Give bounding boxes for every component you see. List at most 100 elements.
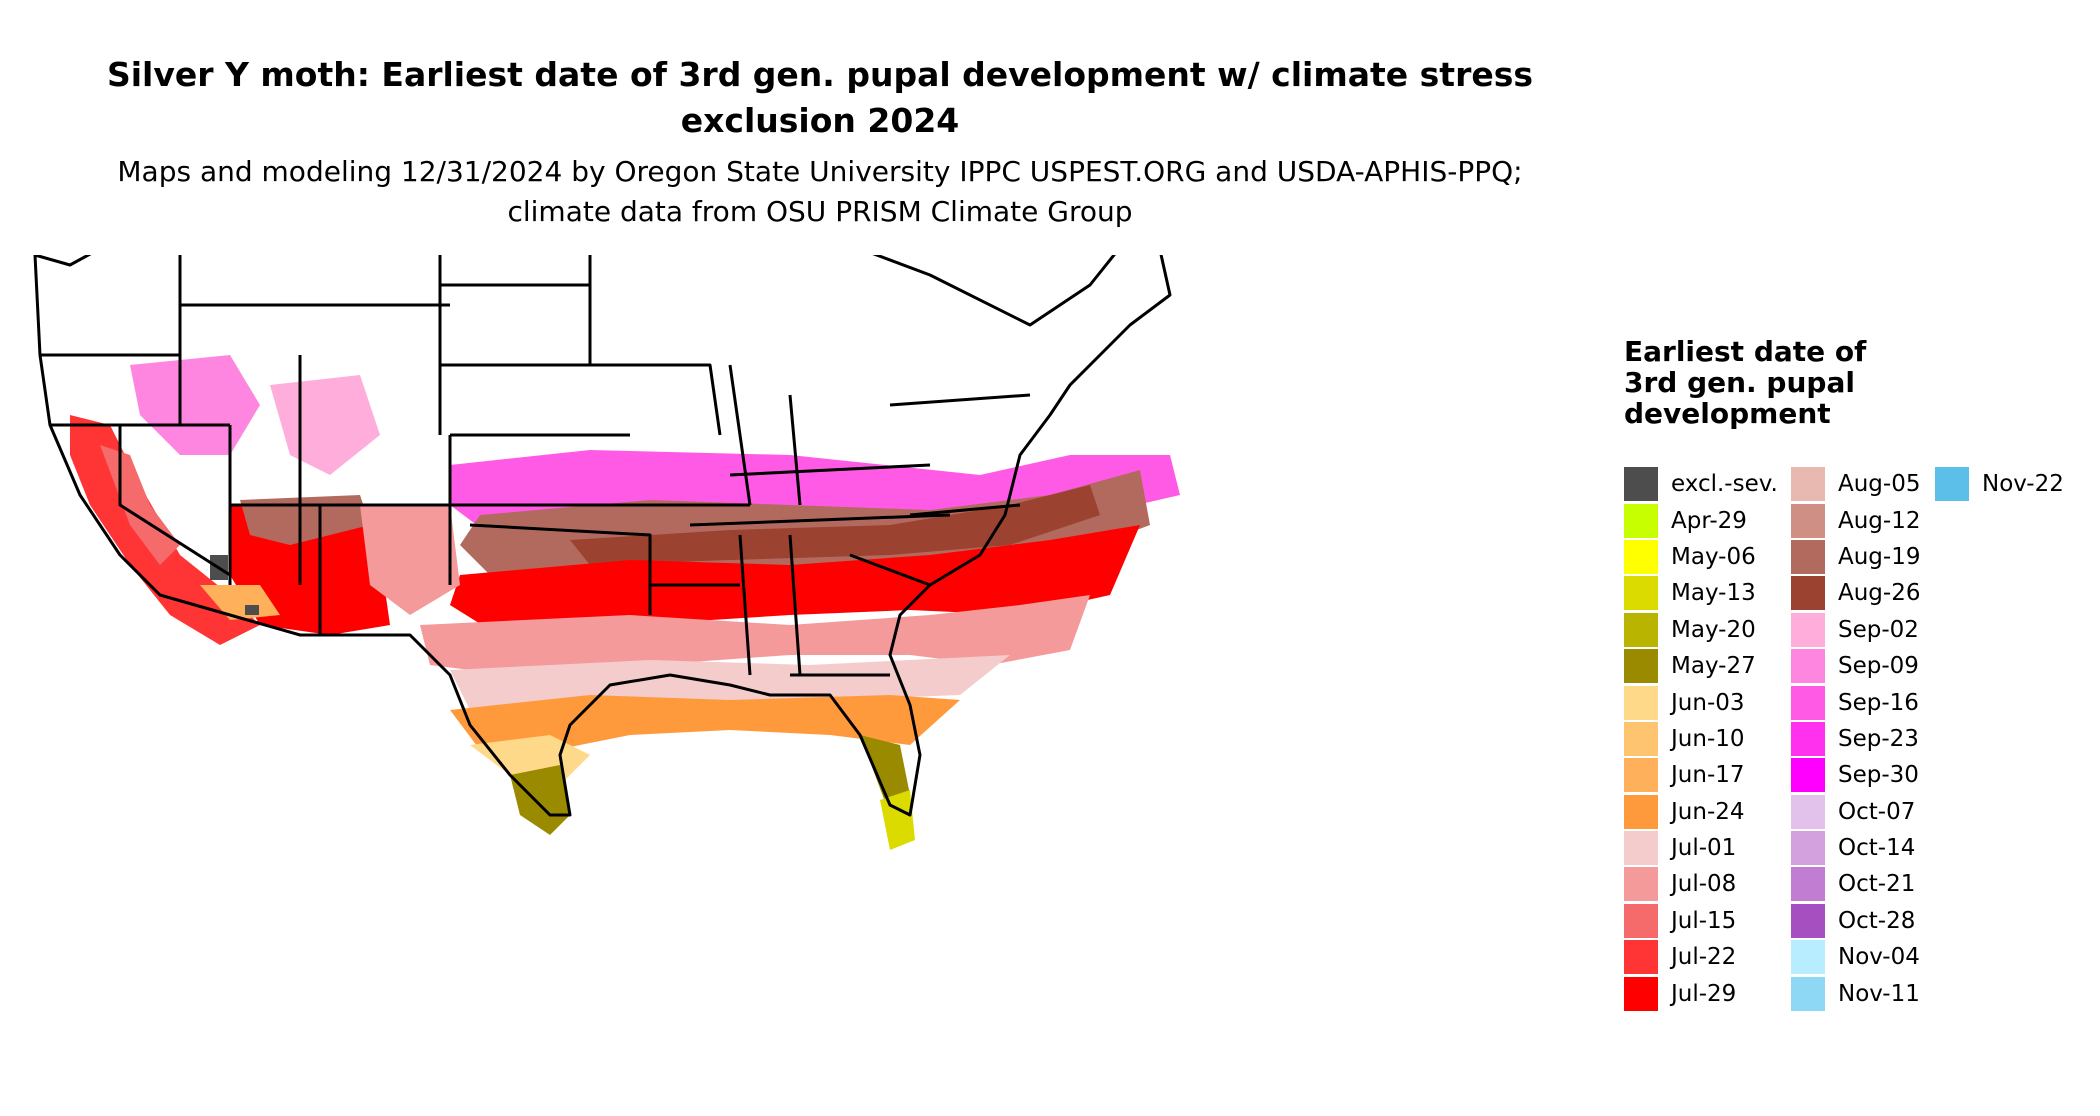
legend-label: Jul-29 bbox=[1671, 980, 1737, 1007]
legend-label: Nov-11 bbox=[1838, 980, 1920, 1007]
legend-item: Aug-12 bbox=[1791, 502, 1920, 538]
border-al-ga bbox=[788, 534, 802, 676]
legend-swatch bbox=[1624, 576, 1658, 611]
legend-label: Aug-26 bbox=[1838, 580, 1921, 607]
legend-swatch bbox=[1791, 576, 1825, 611]
legend-label: excl.-sev. bbox=[1671, 471, 1778, 498]
legend-swatch bbox=[1791, 794, 1825, 829]
legend-item: May-27 bbox=[1624, 648, 1778, 684]
legend-item: May-20 bbox=[1624, 612, 1778, 648]
border-oh-in bbox=[788, 394, 802, 506]
legend-label: Apr-29 bbox=[1671, 507, 1747, 534]
legend-label: Nov-04 bbox=[1838, 944, 1920, 971]
legend-label: Jul-22 bbox=[1671, 944, 1737, 971]
legend-label: Aug-12 bbox=[1838, 507, 1921, 534]
legend-item: excl.-sev. bbox=[1624, 466, 1778, 502]
legend-swatch bbox=[1791, 467, 1825, 502]
border-ok-tx bbox=[469, 523, 652, 615]
legend-label: Oct-14 bbox=[1838, 835, 1916, 862]
legend-label: Sep-09 bbox=[1838, 653, 1919, 680]
legend-swatch bbox=[1791, 503, 1825, 538]
legend-swatch bbox=[1791, 758, 1825, 793]
legend-label: May-20 bbox=[1671, 616, 1756, 643]
zone-southwest-brown bbox=[240, 495, 370, 545]
legend-swatch bbox=[1624, 721, 1658, 756]
legend-swatch bbox=[1624, 685, 1658, 720]
zone-arizona-orange bbox=[200, 585, 280, 620]
legend-column: excl.-sev. Apr-29 May-06 May-13 May-20 May-27… bbox=[1624, 466, 1778, 1012]
legend-item: Jul-22 bbox=[1624, 939, 1778, 975]
conus-outline bbox=[33, 255, 1172, 817]
us-map bbox=[33, 255, 1180, 850]
legend-swatch bbox=[1791, 649, 1825, 684]
map-title: Silver Y moth: Earliest date of 3rd gen.… bbox=[106, 55, 1534, 140]
legend-item: Sep-30 bbox=[1791, 757, 1920, 793]
legend-swatch bbox=[1624, 649, 1658, 684]
border-va-nc bbox=[909, 503, 1021, 517]
legend-label: Jul-08 bbox=[1671, 871, 1737, 898]
legend-label: Sep-30 bbox=[1838, 762, 1919, 789]
legend-item: Jul-08 bbox=[1624, 866, 1778, 902]
border-ca-nv bbox=[118, 425, 231, 577]
legend-item: Jun-17 bbox=[1624, 757, 1778, 793]
border-ms-al bbox=[738, 534, 752, 676]
legend-swatch bbox=[1791, 721, 1825, 756]
legend-swatch bbox=[1624, 539, 1658, 574]
legend-item: Oct-28 bbox=[1791, 903, 1920, 939]
legend-swatch bbox=[1624, 940, 1658, 975]
border-ky bbox=[729, 463, 931, 477]
legend-label: Jun-24 bbox=[1671, 798, 1745, 825]
legend-swatch bbox=[1624, 867, 1658, 902]
legend-item: Aug-05 bbox=[1791, 466, 1920, 502]
legend-label: May-27 bbox=[1671, 653, 1756, 680]
legend-item: Nov-04 bbox=[1791, 939, 1920, 975]
legend-label: Jul-01 bbox=[1671, 835, 1737, 862]
legend-label: Oct-28 bbox=[1838, 907, 1916, 934]
legend-swatch bbox=[1791, 539, 1825, 574]
legend-swatch bbox=[1624, 831, 1658, 866]
legend-label: Oct-07 bbox=[1838, 798, 1916, 825]
zone-jun-band bbox=[450, 695, 960, 755]
legend-swatch bbox=[1624, 612, 1658, 647]
legend-swatch bbox=[1791, 940, 1825, 975]
legend-item: Jul-01 bbox=[1624, 830, 1778, 866]
legend-label: Nov-22 bbox=[1982, 471, 2064, 498]
legend-column: Aug-05 Aug-12 Aug-19 Aug-26 Sep-02 Sep-09 Sep-… bbox=[1791, 466, 1920, 1012]
border-pa-ny bbox=[889, 393, 1031, 407]
legend-item: Jul-15 bbox=[1624, 903, 1778, 939]
legend-item: Oct-07 bbox=[1791, 794, 1920, 830]
zone-jul29-band bbox=[450, 525, 1140, 630]
legend-item: Nov-11 bbox=[1791, 975, 1920, 1011]
legend-label: May-06 bbox=[1671, 543, 1756, 570]
legend-label: Aug-19 bbox=[1838, 543, 1921, 570]
map-subtitle: Maps and modeling 12/31/2024 by Oregon S… bbox=[117, 155, 1523, 228]
legend-item: Sep-02 bbox=[1791, 612, 1920, 648]
legend-label: May-13 bbox=[1671, 580, 1756, 607]
border-tn bbox=[689, 513, 951, 527]
zone-excluded-2 bbox=[245, 605, 259, 615]
legend-item: Oct-14 bbox=[1791, 830, 1920, 866]
legend-swatch bbox=[1791, 685, 1825, 720]
legend-swatch bbox=[1624, 503, 1658, 538]
legend-item: May-06 bbox=[1624, 539, 1778, 575]
border-ia-mo bbox=[590, 363, 722, 436]
legend-item: Jul-29 bbox=[1624, 975, 1778, 1011]
legend-item: Aug-19 bbox=[1791, 539, 1920, 575]
legend-swatch bbox=[1624, 976, 1658, 1011]
legend-item: Sep-09 bbox=[1791, 648, 1920, 684]
development-zones bbox=[70, 355, 1180, 850]
legend-item: Apr-29 bbox=[1624, 502, 1778, 538]
legend-item: Jun-03 bbox=[1624, 684, 1778, 720]
zone-jul08-band bbox=[420, 595, 1090, 675]
legend-label: Sep-02 bbox=[1838, 616, 1919, 643]
legend-item: Sep-23 bbox=[1791, 721, 1920, 757]
legend-item: Jun-24 bbox=[1624, 794, 1778, 830]
legend-label: Sep-16 bbox=[1838, 689, 1919, 716]
zone-greatbasin bbox=[130, 355, 260, 455]
legend-label: Aug-05 bbox=[1838, 471, 1921, 498]
legend-swatch bbox=[1935, 467, 1969, 502]
legend-item: Oct-21 bbox=[1791, 866, 1920, 902]
zone-aug26-band bbox=[570, 485, 1100, 565]
zone-colorado-plateau bbox=[270, 375, 380, 475]
legend-swatch bbox=[1791, 903, 1825, 938]
